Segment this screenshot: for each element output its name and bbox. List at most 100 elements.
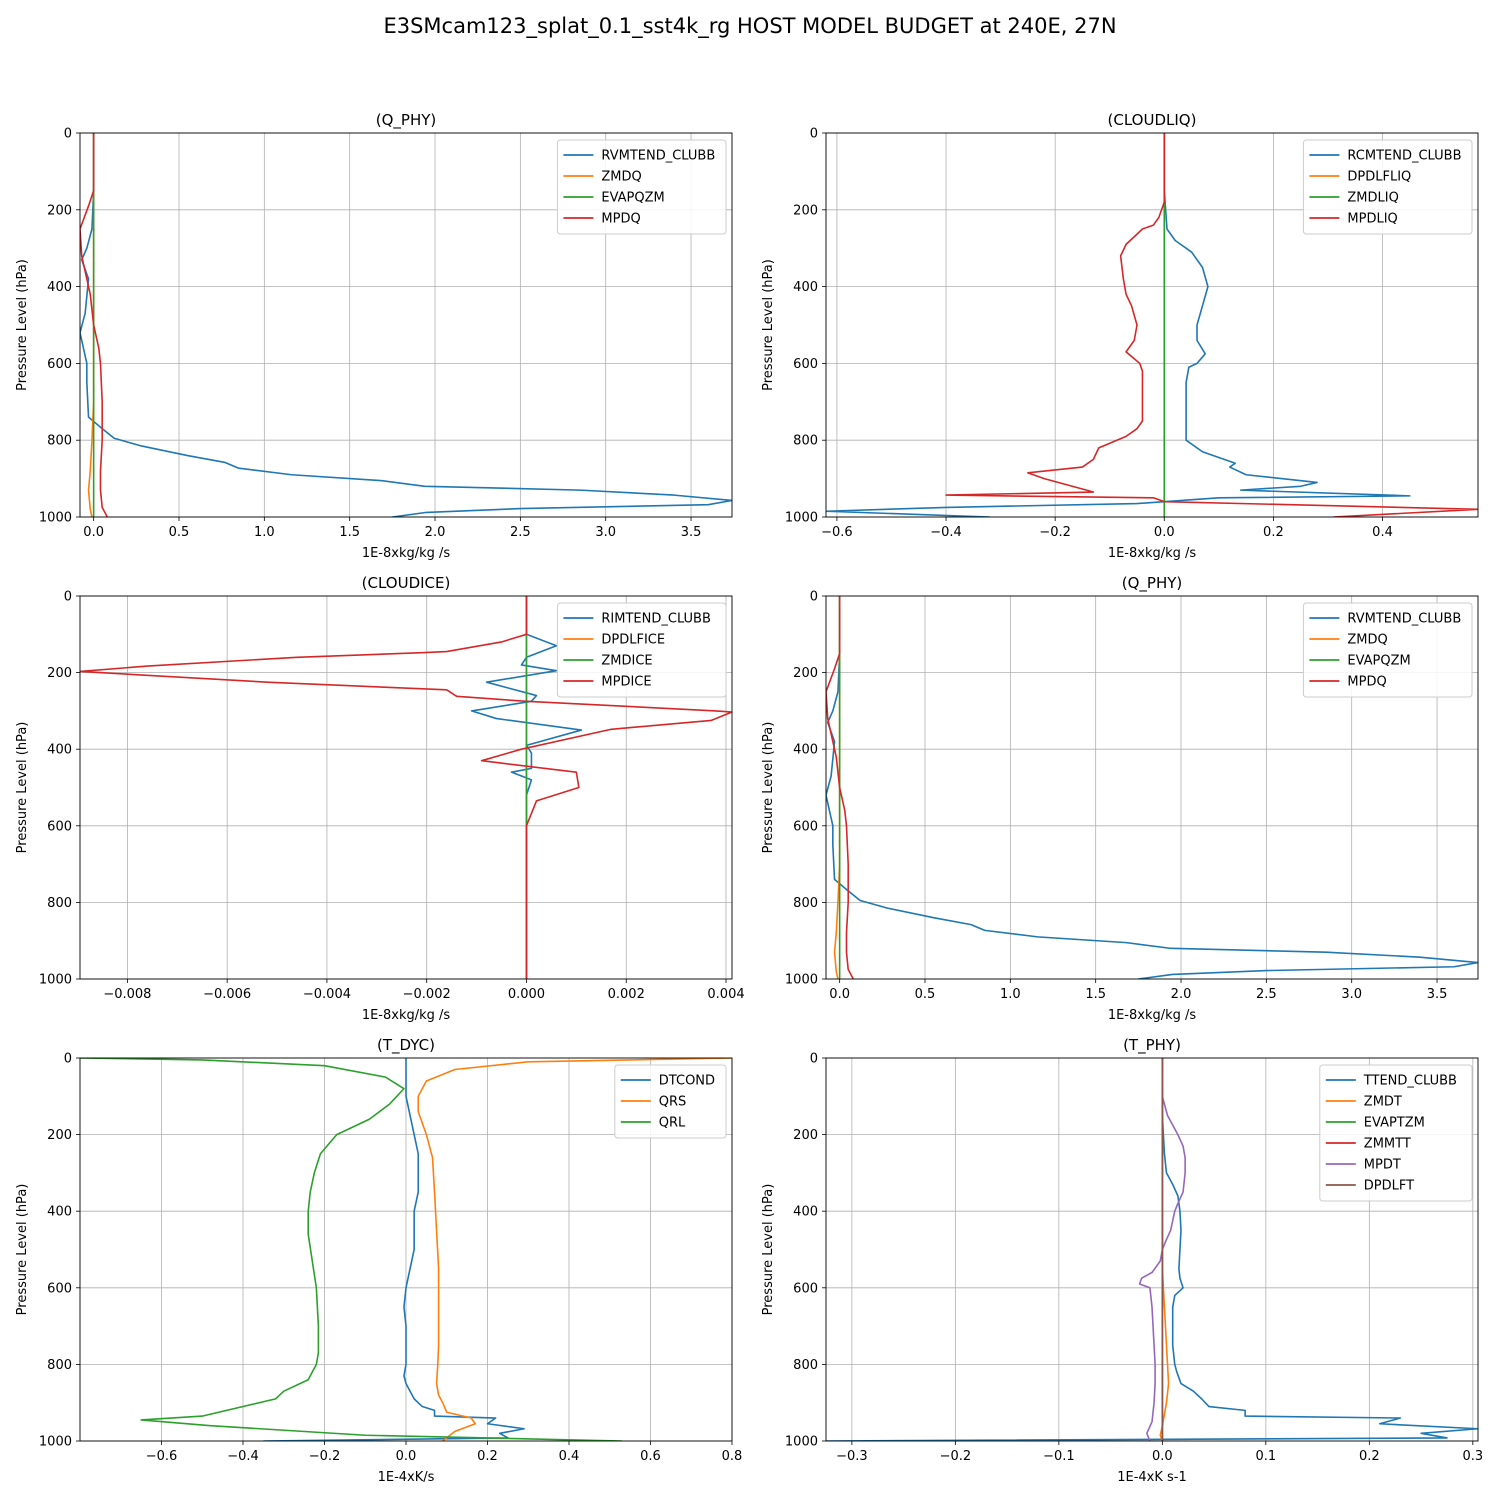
series-line-qrs [417, 1058, 732, 1441]
x-tick-label: 0.0 [83, 525, 104, 540]
y-tick-label: 600 [793, 1281, 818, 1296]
series-line-mpdq [80, 133, 109, 517]
x-tick-label: −0.2 [940, 1449, 972, 1464]
x-tick-label: −0.1 [1043, 1449, 1075, 1464]
x-tick-label: 3.0 [595, 525, 616, 540]
x-axis-label: 1E-8xkg/kg /s [362, 1008, 451, 1023]
x-tick-label: 0.0 [1152, 1449, 1173, 1464]
y-tick-label: 600 [793, 357, 818, 372]
legend: RVMTEND_CLUBB ZMDQ EVAPQZM MPDQ [1302, 602, 1473, 698]
x-axis-label: 1E-8xkg/kg /s [1108, 546, 1197, 561]
x-tick-label: −0.4 [227, 1449, 259, 1464]
x-axis-label: 1E-8xkg/kg /s [362, 546, 451, 561]
y-tick-label: 800 [47, 434, 72, 449]
y-axis-label: Pressure Level (hPa) [15, 259, 30, 391]
legend-label: MPDICE [601, 675, 651, 690]
legend-frame [614, 1064, 727, 1139]
x-tick-label: 0.3 [1462, 1449, 1483, 1464]
panel-3: −0.008 −0.006 −0.004 −0.002 0.000 0.002 0.004 0… [15, 574, 745, 1023]
x-tick-label: 0.2 [477, 1449, 498, 1464]
series-group [826, 1058, 1478, 1441]
x-axis-label: 1E-4xK s-1 [1117, 1470, 1187, 1485]
x-tick-label: 0.4 [559, 1449, 580, 1464]
y-axis-label: Pressure Level (hPa) [761, 1184, 776, 1316]
panel-6: −0.3 −0.2 −0.1 0.0 0.1 0.2 0.3 0 200 400 600 800 100… [761, 1036, 1483, 1485]
series-line-rcmtend_clubb [826, 133, 1411, 517]
panel-title: (T_DYC) [377, 1036, 435, 1055]
series-line-qrl [80, 1058, 622, 1441]
x-tick-label: −0.006 [203, 987, 251, 1002]
legend-label: QRL [659, 1116, 686, 1131]
y-tick-label: 200 [47, 666, 72, 681]
legend-label: RCMTEND_CLUBB [1347, 149, 1461, 164]
legend-label: DTCOND [659, 1074, 715, 1089]
x-tick-label: 0.8 [722, 1449, 743, 1464]
panel-title: (Q_PHY) [376, 111, 437, 130]
x-tick-label: 3.5 [681, 525, 702, 540]
x-tick-label: −0.008 [103, 987, 151, 1002]
y-tick-label: 1000 [785, 1435, 818, 1450]
legend-label: EVAPTZM [1364, 1116, 1425, 1131]
y-tick-label: 1000 [39, 973, 72, 988]
y-tick-label: 1000 [39, 1435, 72, 1450]
series-group [826, 596, 1478, 979]
legend-label: DPDLFLIQ [1347, 170, 1411, 185]
x-tick-label: −0.3 [836, 1449, 868, 1464]
series-line-mpdq [826, 596, 855, 979]
x-tick-label: 2.5 [510, 525, 531, 540]
y-tick-label: 200 [47, 1128, 72, 1143]
axes-frame [825, 1057, 1479, 1442]
x-tick-label: 0.6 [640, 1449, 661, 1464]
y-tick-label: 800 [47, 1358, 72, 1373]
y-tick-label: 0 [810, 1052, 818, 1067]
axes-frame [79, 132, 733, 518]
x-tick-label: 2.0 [425, 525, 446, 540]
panel-title: (CLOUDICE) [362, 574, 451, 592]
x-tick-label: 0.1 [1255, 1449, 1276, 1464]
y-tick-label: 200 [47, 203, 72, 218]
series-group [826, 133, 1478, 517]
series-line-dtcond [263, 1058, 525, 1441]
y-tick-label: 400 [793, 743, 818, 758]
y-tick-label: 200 [793, 203, 818, 218]
legend-label: MPDLIQ [1347, 212, 1397, 227]
y-axis-label: Pressure Level (hPa) [761, 722, 776, 854]
axes-frame [825, 595, 1479, 980]
panel-5: −0.6 −0.4 −0.2 0.0 0.2 0.4 0.6 0.8 0 200 400 600 800… [15, 1036, 742, 1485]
legend-label: RVMTEND_CLUBB [601, 149, 715, 164]
y-tick-label: 600 [47, 819, 72, 834]
x-tick-label: −0.002 [403, 987, 451, 1002]
legend-label: DPDLFICE [601, 633, 665, 648]
axes-frame [79, 595, 733, 980]
x-tick-label: 0.2 [1263, 525, 1284, 540]
legend-label: ZMDQ [1347, 633, 1387, 648]
y-axis-label: Pressure Level (hPa) [15, 1184, 30, 1316]
legend-label: ZMMTT [1364, 1137, 1411, 1152]
x-tick-label: 0.0 [829, 987, 850, 1002]
series-line-mpdice [80, 596, 732, 979]
x-tick-label: 0.0 [396, 1449, 417, 1464]
x-tick-label: 1.5 [1085, 987, 1106, 1002]
y-tick-label: 0 [810, 127, 818, 142]
series-group [80, 133, 732, 517]
legend-frame [1302, 602, 1473, 698]
legend: RCMTEND_CLUBB DPDLFLIQ ZMDLIQ MPDLIQ [1302, 139, 1473, 235]
x-tick-label: −0.6 [821, 525, 853, 540]
y-tick-label: 600 [47, 1281, 72, 1296]
legend-frame [1302, 139, 1473, 235]
panel-1: 0.0 0.5 1.0 1.5 2.0 2.5 3.0 3.5 0 200 400 600 800 100… [15, 111, 733, 561]
y-tick-label: 0 [64, 1052, 72, 1067]
x-tick-label: 2.0 [1171, 987, 1192, 1002]
x-tick-label: 0.5 [169, 525, 190, 540]
series-group [80, 596, 732, 979]
legend-label: RIMTEND_CLUBB [601, 612, 711, 627]
y-tick-label: 200 [793, 666, 818, 681]
panel-title: (CLOUDLIQ) [1108, 111, 1197, 129]
y-tick-label: 1000 [785, 511, 818, 526]
y-tick-label: 200 [793, 1128, 818, 1143]
y-tick-label: 800 [793, 896, 818, 911]
legend: RIMTEND_CLUBB DPDLFICE ZMDICE MPDICE [556, 602, 727, 698]
y-tick-label: 600 [793, 819, 818, 834]
panel-title: (Q_PHY) [1122, 574, 1183, 593]
